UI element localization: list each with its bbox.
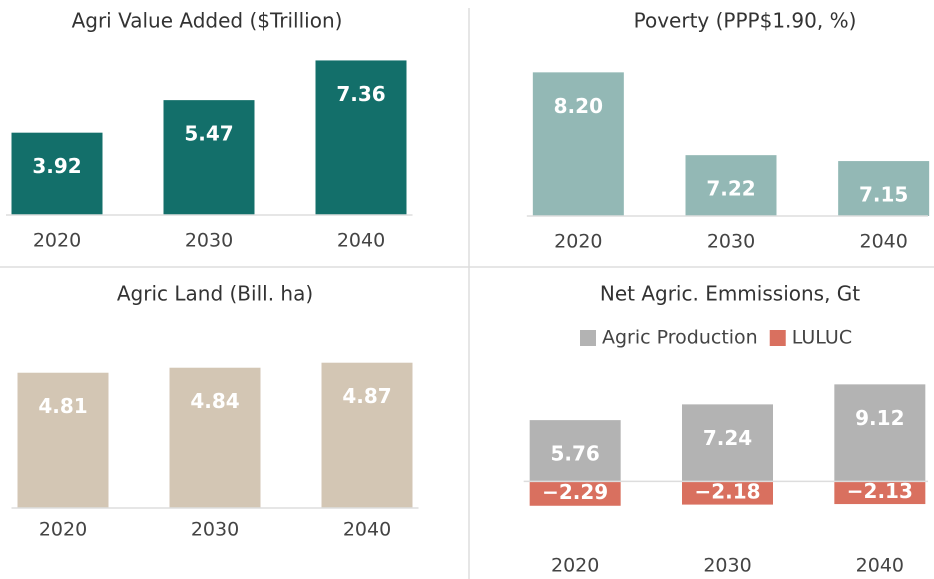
chart-title: Agric Land (Bill. ha) <box>117 282 313 306</box>
chart-title: Agri Value Added ($Trillion) <box>72 9 343 33</box>
x-tick-label: 2040 <box>856 555 904 577</box>
bar <box>682 404 773 482</box>
x-tick-label: 2030 <box>707 231 755 253</box>
value-label: 5.47 <box>184 122 233 146</box>
value-label: 4.87 <box>342 384 391 408</box>
bar <box>834 384 926 482</box>
value-label: −2.13 <box>847 479 913 503</box>
value-label: 7.15 <box>859 183 908 207</box>
bar <box>17 372 109 508</box>
x-tick-label: 2020 <box>554 231 602 253</box>
bar <box>838 161 930 216</box>
value-label: 4.81 <box>38 394 87 418</box>
value-label: 3.92 <box>32 154 81 178</box>
value-label: −2.18 <box>694 479 760 503</box>
x-tick-label: 2020 <box>39 519 87 541</box>
legend-swatch <box>580 330 596 346</box>
value-label: 8.20 <box>554 94 603 118</box>
chart-title: Net Agric. Emmissions, Gt <box>600 282 860 306</box>
bar <box>321 362 413 508</box>
bar <box>834 481 926 505</box>
bar <box>163 100 255 215</box>
value-label: 7.24 <box>703 426 752 450</box>
bar <box>11 132 103 215</box>
x-tick-label: 2030 <box>703 555 751 577</box>
value-label: 7.36 <box>336 82 385 106</box>
bar <box>529 420 621 482</box>
x-tick-label: 2040 <box>859 231 907 253</box>
x-tick-label: 2040 <box>337 230 385 252</box>
bar <box>529 481 621 506</box>
bar <box>315 60 407 215</box>
chart-title: Poverty (PPP$1.90, %) <box>634 9 857 33</box>
value-label: 5.76 <box>550 442 599 466</box>
value-label: 9.12 <box>855 406 904 430</box>
x-tick-label: 2030 <box>191 519 239 541</box>
legend-swatch <box>769 330 786 346</box>
legend-label: Agric Production <box>602 327 758 349</box>
x-tick-label: 2020 <box>551 555 599 577</box>
bar <box>169 367 261 508</box>
x-tick-label: 2020 <box>33 230 81 252</box>
value-label: −2.29 <box>542 480 608 504</box>
legend-label: LULUC <box>792 327 852 349</box>
x-tick-label: 2030 <box>185 230 233 252</box>
bar <box>682 481 773 505</box>
bar <box>685 155 777 216</box>
value-label: 7.22 <box>706 177 755 201</box>
value-label: 4.84 <box>190 389 239 413</box>
bar <box>532 72 624 216</box>
x-tick-label: 2040 <box>343 519 391 541</box>
